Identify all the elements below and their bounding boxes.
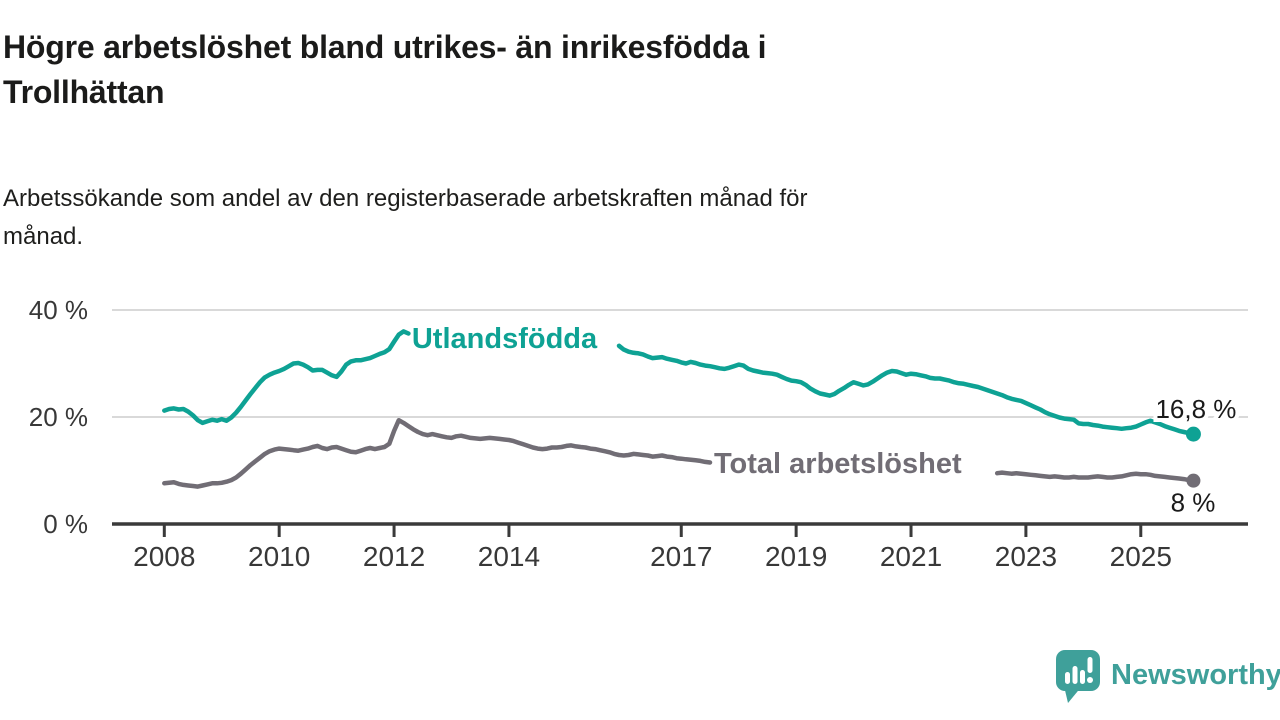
y-axis-tick-label: 40 % — [29, 295, 88, 325]
series-label-utlandsfodda: Utlandsfödda — [412, 323, 598, 355]
page-title-line2: Trollhättan — [3, 74, 165, 110]
x-axis-tick-label: 2017 — [650, 541, 712, 572]
newsworthy-logo-text: Newsworthy — [1111, 659, 1280, 691]
series-end-dot-utlandsfodda — [1185, 426, 1201, 442]
series-line-utlandsfodda — [616, 343, 1196, 437]
page-title-line1: Högre arbetslöshet bland utrikes- än inr… — [3, 29, 767, 65]
logo-exclamation-dot — [1087, 677, 1093, 683]
x-axis-tick-label: 2008 — [133, 541, 195, 572]
x-axis-tick-label: 2012 — [363, 541, 425, 572]
y-axis-tick-label: 20 % — [29, 402, 88, 432]
logo-bar-small — [1065, 672, 1070, 684]
series-line-utlandsfodda — [162, 329, 411, 426]
chart-subtitle-line2: månad. — [3, 223, 84, 250]
y-axis-tick-label: 0 % — [43, 509, 88, 539]
series-label-total: Total arbetslöshet — [714, 448, 962, 480]
x-axis-tick-label: 2021 — [880, 541, 942, 572]
newsworthy-logo-icon — [1056, 650, 1100, 703]
logo-bubble — [1056, 650, 1100, 691]
logo-exclamation-bar — [1087, 657, 1093, 673]
series-end-dot-total — [1186, 473, 1201, 488]
x-axis-tick-label: 2014 — [478, 541, 540, 572]
page-title: Högre arbetslöshet bland utrikes- än inr… — [3, 25, 1203, 115]
end-value-label-total: 8 % — [1171, 488, 1216, 518]
x-axis-tick-label: 2010 — [248, 541, 310, 572]
end-value-label-utlandsfodda: 16,8 % — [1155, 394, 1236, 424]
x-axis-tick-label: 2023 — [995, 541, 1057, 572]
series-line-total — [994, 470, 1196, 483]
chart-subtitle: Arbetssökande som andel av den registerb… — [3, 180, 1223, 256]
chart-subtitle-line1: Arbetssökande som andel av den registerb… — [3, 185, 808, 212]
x-axis-tick-label: 2019 — [765, 541, 827, 572]
series-line-total — [162, 417, 713, 489]
logo-bar-medium — [1080, 670, 1085, 684]
x-axis-tick-label: 2025 — [1110, 541, 1172, 572]
logo-bar-tall — [1072, 666, 1078, 684]
